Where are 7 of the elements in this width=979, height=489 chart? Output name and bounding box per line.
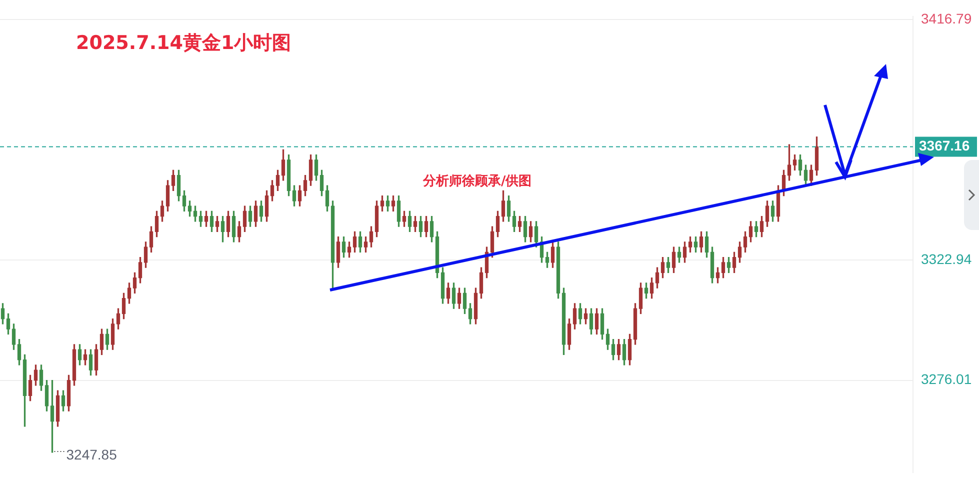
annotation: 分析师徐顾承/供图 [422, 174, 532, 189]
ref-line-label: 3367.16 [919, 138, 970, 154]
y-tick-label: 3276.01 [921, 371, 972, 388]
y-tick-label: 3416.79 [921, 10, 972, 26]
text: 2025.7.14黄金1小时图 [76, 32, 292, 54]
y-tick-label: 3322.94 [921, 250, 972, 267]
annotation: 3247.85 [66, 446, 118, 462]
